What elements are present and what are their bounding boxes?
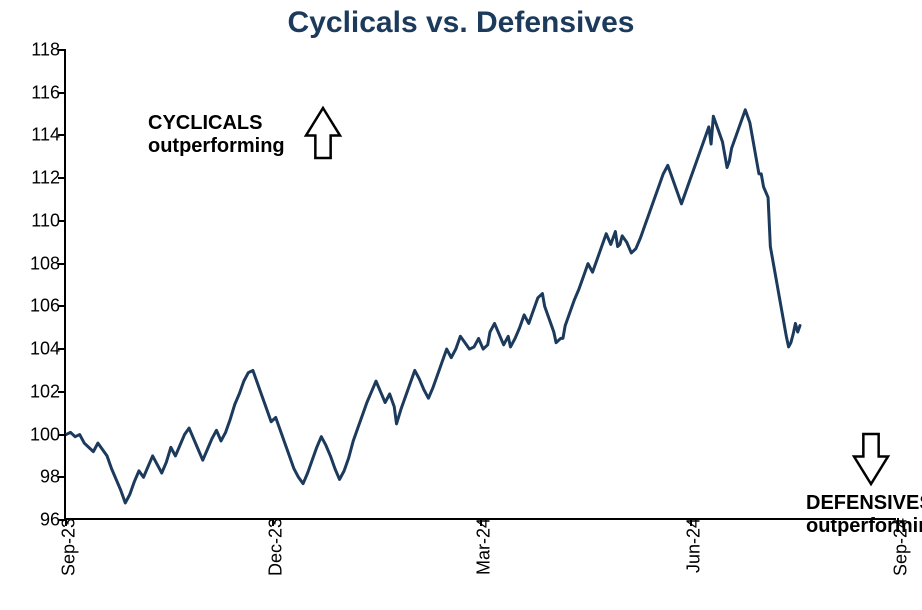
x-tick-mark [65, 518, 67, 526]
x-tick-label: Jun-24 [677, 518, 704, 573]
x-tick-label: Dec-23 [260, 518, 287, 576]
x-tick-label: Sep-24 [885, 518, 912, 576]
x-tick-label: Mar-24 [467, 518, 494, 575]
annotation-cyclicals-line2: outperforming [148, 135, 285, 157]
y-tick-mark [58, 220, 66, 222]
arrow-up-icon [306, 108, 340, 158]
chart-title: Cyclicals vs. Defensives [0, 6, 922, 40]
y-tick-mark [58, 134, 66, 136]
y-tick-mark [58, 476, 66, 478]
y-tick-mark [58, 305, 66, 307]
x-tick-mark [272, 518, 274, 526]
y-tick-mark [58, 348, 66, 350]
y-tick-mark [58, 177, 66, 179]
annotation-cyclicals-line1: CYCLICALS [148, 112, 262, 134]
x-tick-label: Sep-23 [53, 518, 80, 576]
annotation-defensives-line1: DEFENSIVES [806, 492, 922, 514]
chart-container: Cyclicals vs. Defensives CYCLICALS outpe… [0, 0, 922, 610]
plot-area: CYCLICALS outperforming DEFENSIVES outpe… [64, 50, 896, 520]
y-tick-mark [58, 391, 66, 393]
y-tick-mark [58, 434, 66, 436]
x-tick-mark [897, 518, 899, 526]
annotation-cyclicals: CYCLICALS outperforming [148, 112, 285, 158]
x-tick-mark [480, 518, 482, 526]
x-tick-mark [690, 518, 692, 526]
arrow-down-icon [854, 434, 888, 484]
y-tick-mark [58, 49, 66, 51]
y-tick-mark [58, 92, 66, 94]
y-tick-mark [58, 263, 66, 265]
